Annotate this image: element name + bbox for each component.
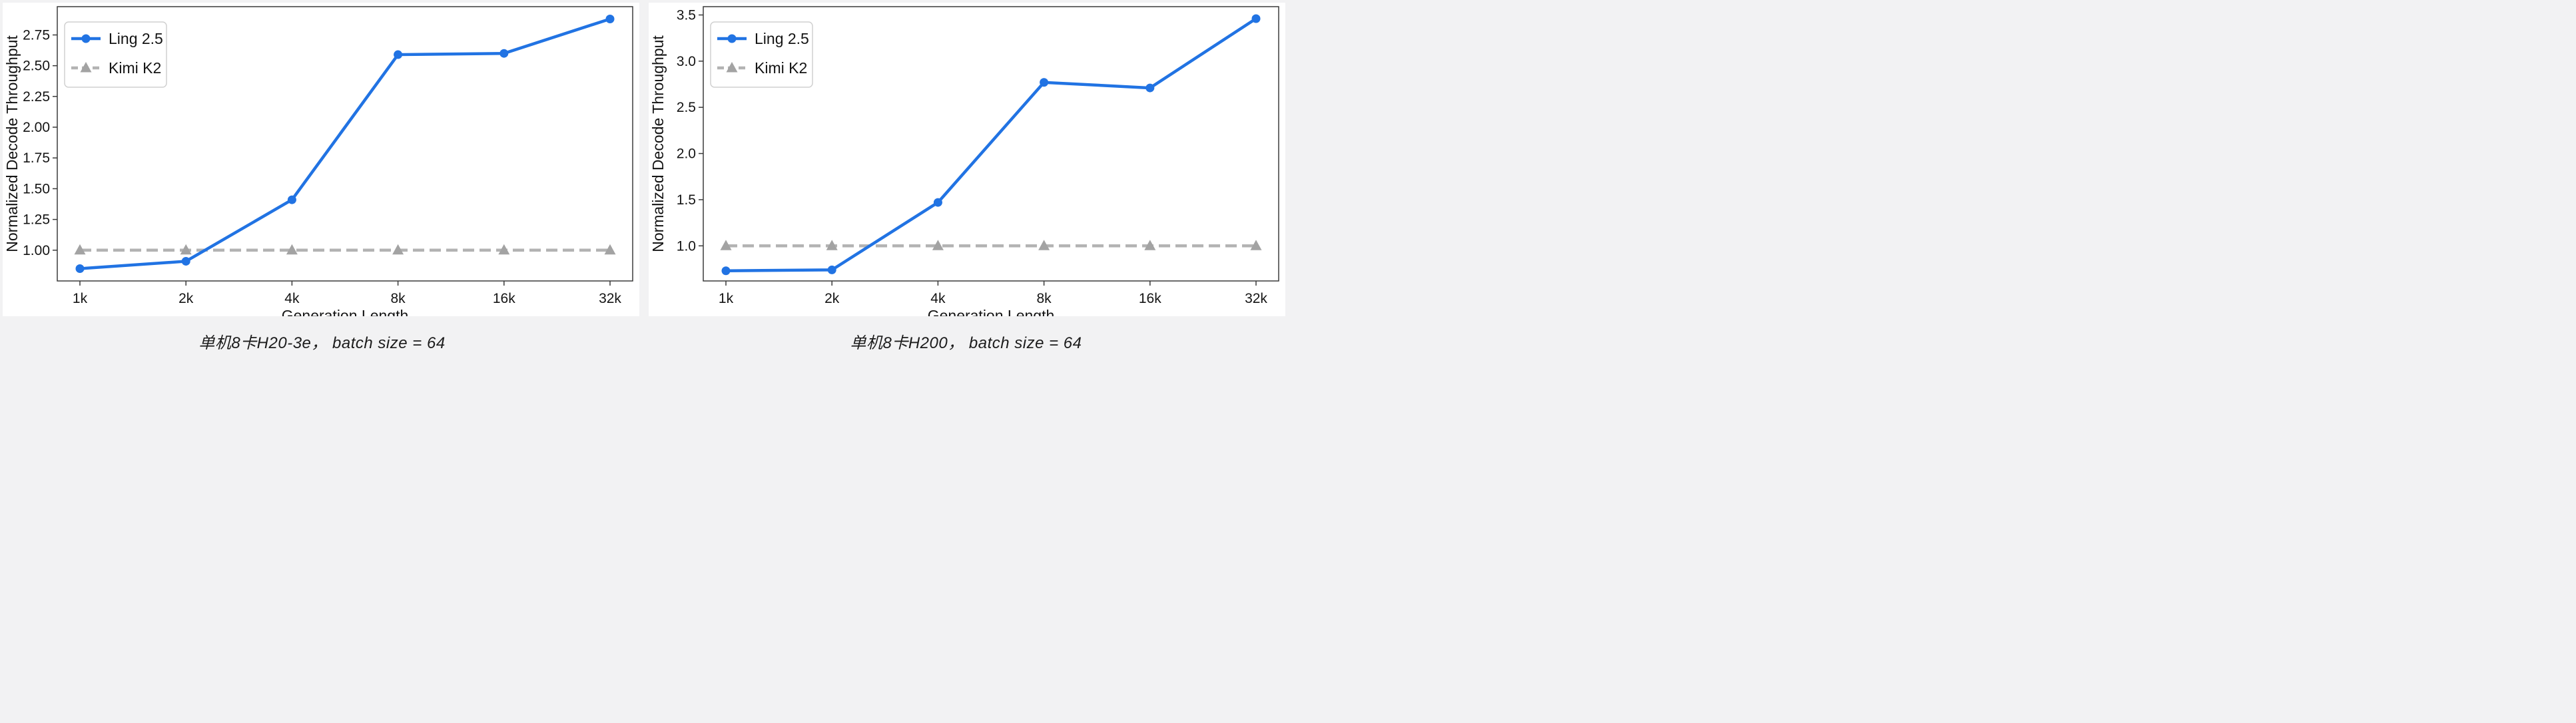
line-chart-h20-3e: 1.00 1.25 1.50 1.75 2.00 2.25 2.50 2.75 1k 2k 4k 8k… xyxy=(3,6,633,324)
x-tick-label: 1k xyxy=(73,291,88,306)
x-tick-label: 16k xyxy=(493,291,515,306)
triangle-marker xyxy=(1038,240,1050,250)
legend-label: Kimi K2 xyxy=(109,59,161,77)
circle-marker xyxy=(1251,14,1261,23)
series-line xyxy=(79,17,611,270)
y-tick-label: 1.5 xyxy=(677,192,696,208)
triangle-marker xyxy=(498,244,510,255)
y-tick-label: 1.00 xyxy=(23,243,50,258)
x-tick-label: 8k xyxy=(1037,291,1052,306)
y-axis-title: Normalized Decode Throughput xyxy=(649,35,667,252)
triangle-marker xyxy=(80,62,92,73)
circle-marker xyxy=(1145,83,1155,93)
y-tick-label: 2.00 xyxy=(23,120,50,135)
x-tick-label: 2k xyxy=(178,291,194,306)
x-tick-label: 32k xyxy=(1245,291,1267,306)
series-ling-2-5 xyxy=(75,14,615,274)
x-tick-label: 8k xyxy=(391,291,406,306)
circle-marker xyxy=(1040,78,1049,87)
line-chart-h200: 1.0 1.5 2.0 2.5 3.0 3.5 1k 2k 4k 8k 16k 32k Generati… xyxy=(649,6,1279,324)
series-kimi-k2 xyxy=(74,244,616,255)
triangle-marker xyxy=(604,244,616,255)
y-tick-label: 2.75 xyxy=(23,27,50,43)
y-tick-label: 2.25 xyxy=(23,89,50,105)
caption-h200: 单机8卡H200， batch size = 64 xyxy=(850,334,1082,352)
y-axis: 1.0 1.5 2.0 2.5 3.0 3.5 xyxy=(677,7,703,254)
triangle-marker xyxy=(180,244,192,255)
chart-panel-h20-3e: 1.00 1.25 1.50 1.75 2.00 2.25 2.50 2.75 1k 2k 4k 8k… xyxy=(3,3,639,324)
x-tick-label: 4k xyxy=(284,291,300,306)
triangle-marker xyxy=(720,240,732,250)
chart-panel-h200: 1.0 1.5 2.0 2.5 3.0 3.5 1k 2k 4k 8k 16k 32k Generati… xyxy=(649,3,1285,324)
triangle-marker xyxy=(1144,240,1156,250)
triangle-marker xyxy=(286,244,298,255)
circle-marker xyxy=(287,195,296,204)
y-tick-label: 1.0 xyxy=(677,238,696,254)
x-tick-label: 4k xyxy=(930,291,946,306)
y-axis-title: Normalized Decode Throughput xyxy=(3,35,21,252)
series-kimi-k2 xyxy=(720,240,1262,250)
y-tick-label: 1.25 xyxy=(23,212,50,228)
x-tick-label: 1k xyxy=(719,291,734,306)
y-tick-label: 1.75 xyxy=(23,150,50,166)
circle-marker xyxy=(499,49,509,58)
series-line xyxy=(725,17,1257,272)
y-tick-label: 2.50 xyxy=(23,59,50,74)
y-axis: 1.00 1.25 1.50 1.75 2.00 2.25 2.50 2.75 xyxy=(23,27,57,258)
triangle-marker xyxy=(392,244,404,255)
triangle-marker xyxy=(1250,240,1262,250)
circle-marker xyxy=(721,266,731,276)
triangle-marker xyxy=(726,62,738,73)
legend: Ling 2.5 Kimi K2 xyxy=(64,21,167,88)
circle-marker xyxy=(605,14,615,23)
x-axis-title: Generation Length xyxy=(282,307,409,316)
y-tick-label: 2.0 xyxy=(677,146,696,162)
triangle-marker xyxy=(826,240,838,250)
page: 1.00 1.25 1.50 1.75 2.00 2.25 2.50 2.75 1k 2k 4k 8k… xyxy=(0,0,1288,353)
y-tick-label: 1.50 xyxy=(23,181,50,196)
legend-label: Ling 2.5 xyxy=(109,30,163,47)
circle-marker xyxy=(827,265,836,274)
circle-marker xyxy=(727,34,737,43)
circle-marker xyxy=(81,34,91,43)
x-axis: 1k 2k 4k 8k 16k 32k xyxy=(73,281,621,306)
circle-marker xyxy=(933,198,942,207)
x-tick-label: 32k xyxy=(599,291,621,306)
legend-label: Ling 2.5 xyxy=(755,30,809,47)
captions-row: 单机8卡H20-3e， batch size = 64 单机8卡H200， ba… xyxy=(0,319,1288,353)
x-axis-title: Generation Length xyxy=(928,307,1055,316)
series-ling-2-5 xyxy=(721,14,1261,276)
circle-marker xyxy=(394,50,403,59)
circle-marker xyxy=(75,264,85,274)
x-tick-label: 2k xyxy=(824,291,840,306)
legend: Ling 2.5 Kimi K2 xyxy=(710,21,813,88)
y-tick-label: 3.5 xyxy=(677,7,696,23)
figures-row: 1.00 1.25 1.50 1.75 2.00 2.25 2.50 2.75 1k 2k 4k 8k… xyxy=(0,0,1288,324)
caption-h20-3e: 单机8卡H20-3e， batch size = 64 xyxy=(198,334,446,352)
y-tick-label: 2.5 xyxy=(677,100,696,115)
circle-marker xyxy=(181,256,190,266)
legend-label: Kimi K2 xyxy=(755,59,807,77)
y-tick-label: 3.0 xyxy=(677,54,696,69)
x-axis: 1k 2k 4k 8k 16k 32k xyxy=(719,281,1267,306)
x-tick-label: 16k xyxy=(1139,291,1161,306)
triangle-marker xyxy=(74,244,86,255)
triangle-marker xyxy=(932,240,944,250)
